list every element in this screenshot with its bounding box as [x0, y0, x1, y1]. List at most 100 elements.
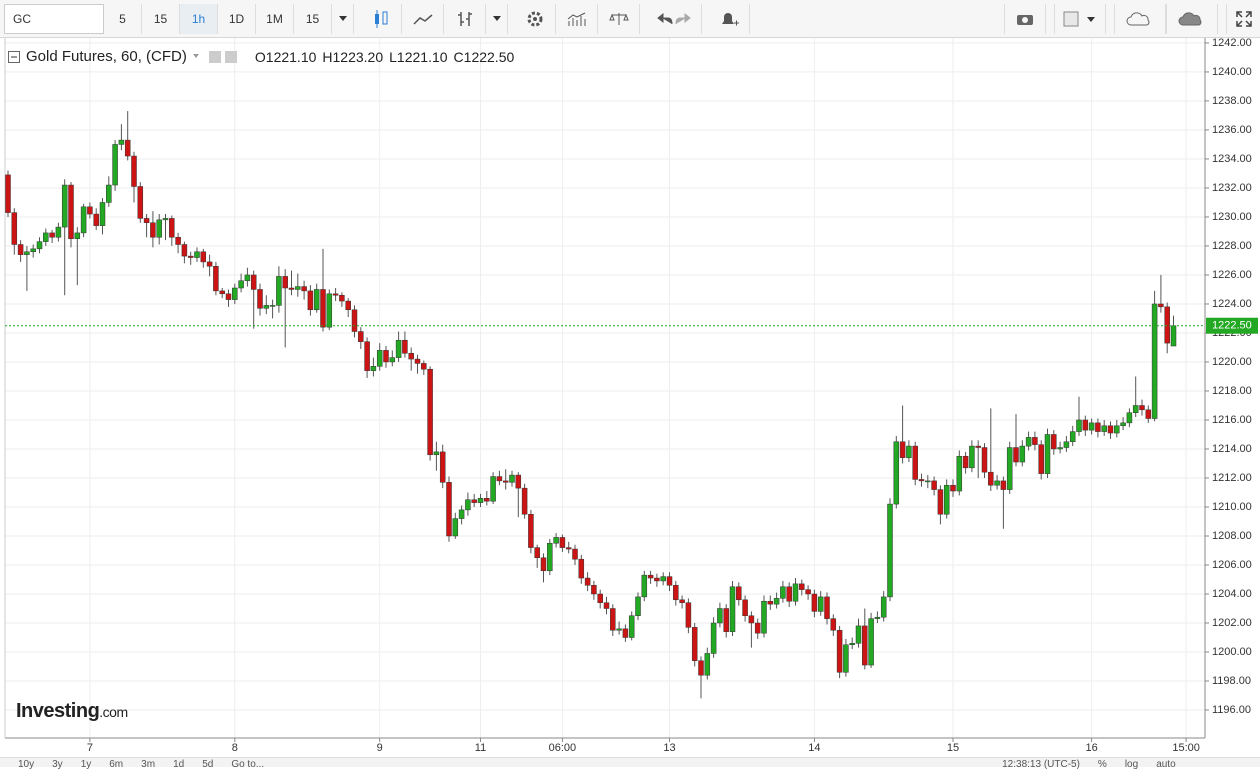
candle-body: [1095, 422, 1101, 432]
toolbar: GC 5 15 1h 1D 1M 15: [0, 0, 1260, 38]
range-button[interactable]: 1d: [173, 759, 185, 770]
cloud-load[interactable]: [1114, 3, 1166, 34]
candle-body: [1032, 437, 1038, 445]
icon: [412, 13, 432, 25]
candle-body: [799, 583, 805, 590]
line-button[interactable]: [402, 3, 444, 34]
candle-body: [685, 602, 692, 628]
interval-button[interactable]: 15: [294, 3, 332, 34]
alert-button[interactable]: [708, 3, 750, 34]
candle-body: [603, 602, 610, 609]
candle-body: [899, 441, 906, 458]
candle-body: [458, 509, 465, 519]
candle-body: [358, 331, 364, 342]
x-tick-label: 13: [663, 742, 675, 754]
option-button[interactable]: log: [1124, 759, 1139, 770]
candle-body: [244, 274, 251, 282]
y-tick-label: 1230.00: [1212, 211, 1252, 223]
candle-body: [376, 350, 383, 367]
interval-button[interactable]: 1D: [218, 3, 256, 34]
candle-body: [465, 499, 471, 511]
candle-body: [124, 139, 131, 157]
candle-body: [200, 251, 207, 263]
candle-body: [943, 484, 950, 515]
watermark-suffix: .com: [99, 704, 128, 720]
interval-button[interactable]: 1h: [180, 3, 218, 34]
option-button[interactable]: %: [1097, 759, 1107, 770]
candle-body: [502, 480, 509, 483]
y-tick-label: 1240.00: [1212, 66, 1252, 78]
interval-button[interactable]: 15: [142, 3, 180, 34]
candle-body: [698, 660, 704, 676]
chart-title: Gold Futures, 60, (CFD): [26, 48, 187, 65]
candle-body: [521, 487, 528, 515]
candle-body: [830, 618, 837, 631]
range-button[interactable]: 5d: [202, 759, 214, 770]
y-tick-label: 1214.00: [1212, 443, 1252, 455]
ohlc-legend: H1223.20: [322, 49, 383, 65]
y-tick-label: 1238.00: [1212, 95, 1252, 107]
candle-body: [1101, 425, 1107, 432]
range-button[interactable]: 3m: [141, 759, 156, 770]
range-button[interactable]: 1y: [80, 759, 92, 770]
watermark-brand: Investing: [16, 700, 100, 722]
candle-body: [313, 289, 320, 311]
range-button[interactable]: 6m: [109, 759, 124, 770]
candle-body: [175, 237, 181, 245]
undo-redo[interactable]: [646, 3, 702, 34]
candle-body: [628, 615, 635, 638]
candle-body: [654, 577, 660, 582]
caret: [492, 16, 501, 21]
candles-button[interactable]: [360, 3, 402, 34]
candle-body: [257, 289, 263, 309]
settings-button[interactable]: [514, 3, 556, 34]
candle-body: [421, 363, 427, 370]
candle-body: [181, 244, 188, 257]
candle-body: [1139, 405, 1145, 411]
bars-button[interactable]: [444, 3, 486, 34]
y-tick-label: 1234.00: [1212, 153, 1252, 165]
ohlc-legend: C1222.50: [454, 49, 515, 65]
candle-body: [1044, 434, 1051, 474]
snapshot-button[interactable]: [1004, 3, 1046, 34]
candle-body: [679, 599, 685, 603]
clock: 12:38:13 (UTC-5): [1002, 759, 1080, 770]
y-tick-label: 1232.00: [1212, 182, 1252, 194]
candle-body: [736, 586, 742, 601]
option-button[interactable]: auto: [1156, 759, 1176, 770]
symbol-input[interactable]: GC: [4, 3, 104, 34]
candle-body: [786, 586, 792, 602]
candle-body: [717, 608, 723, 624]
range-button[interactable]: 10y: [18, 759, 35, 770]
indicators-button[interactable]: [556, 3, 598, 34]
compare-button[interactable]: [598, 3, 640, 34]
collapse-icon: [8, 50, 20, 63]
range-button[interactable]: 3y: [52, 759, 63, 770]
icon: [457, 11, 472, 26]
fullscreen-button[interactable]: [1226, 3, 1260, 34]
candle-body: [704, 653, 711, 676]
ohlc-value: 1222.50: [463, 48, 515, 65]
candle-body: [792, 583, 799, 602]
interval-button[interactable]: 5: [104, 3, 142, 34]
candle-body: [24, 251, 30, 255]
interval-button[interactable]: 1M: [256, 3, 294, 34]
dropdown[interactable]: [486, 3, 508, 34]
candle-body: [969, 445, 975, 469]
goto-button[interactable]: Go to...: [231, 759, 265, 770]
candle-body: [1158, 303, 1164, 308]
y-tick-label: 1202.00: [1212, 617, 1252, 629]
candle-body: [389, 357, 396, 363]
cloud-save[interactable]: [1166, 3, 1218, 34]
x-tick-label: 11: [475, 742, 486, 754]
last-price-label: 1222.50: [1212, 320, 1252, 332]
candle-body: [332, 293, 339, 296]
candle-body: [817, 596, 824, 612]
candle-body: [534, 547, 540, 558]
chart-header: Gold Futures, 60, (CFD) O1221.10 H1223.2…: [8, 48, 514, 65]
candle-body: [1051, 434, 1057, 450]
color-picker[interactable]: [1054, 3, 1106, 34]
dropdown[interactable]: [332, 3, 354, 34]
x-tick-label: 16: [1085, 742, 1097, 754]
candle-body: [408, 353, 414, 360]
